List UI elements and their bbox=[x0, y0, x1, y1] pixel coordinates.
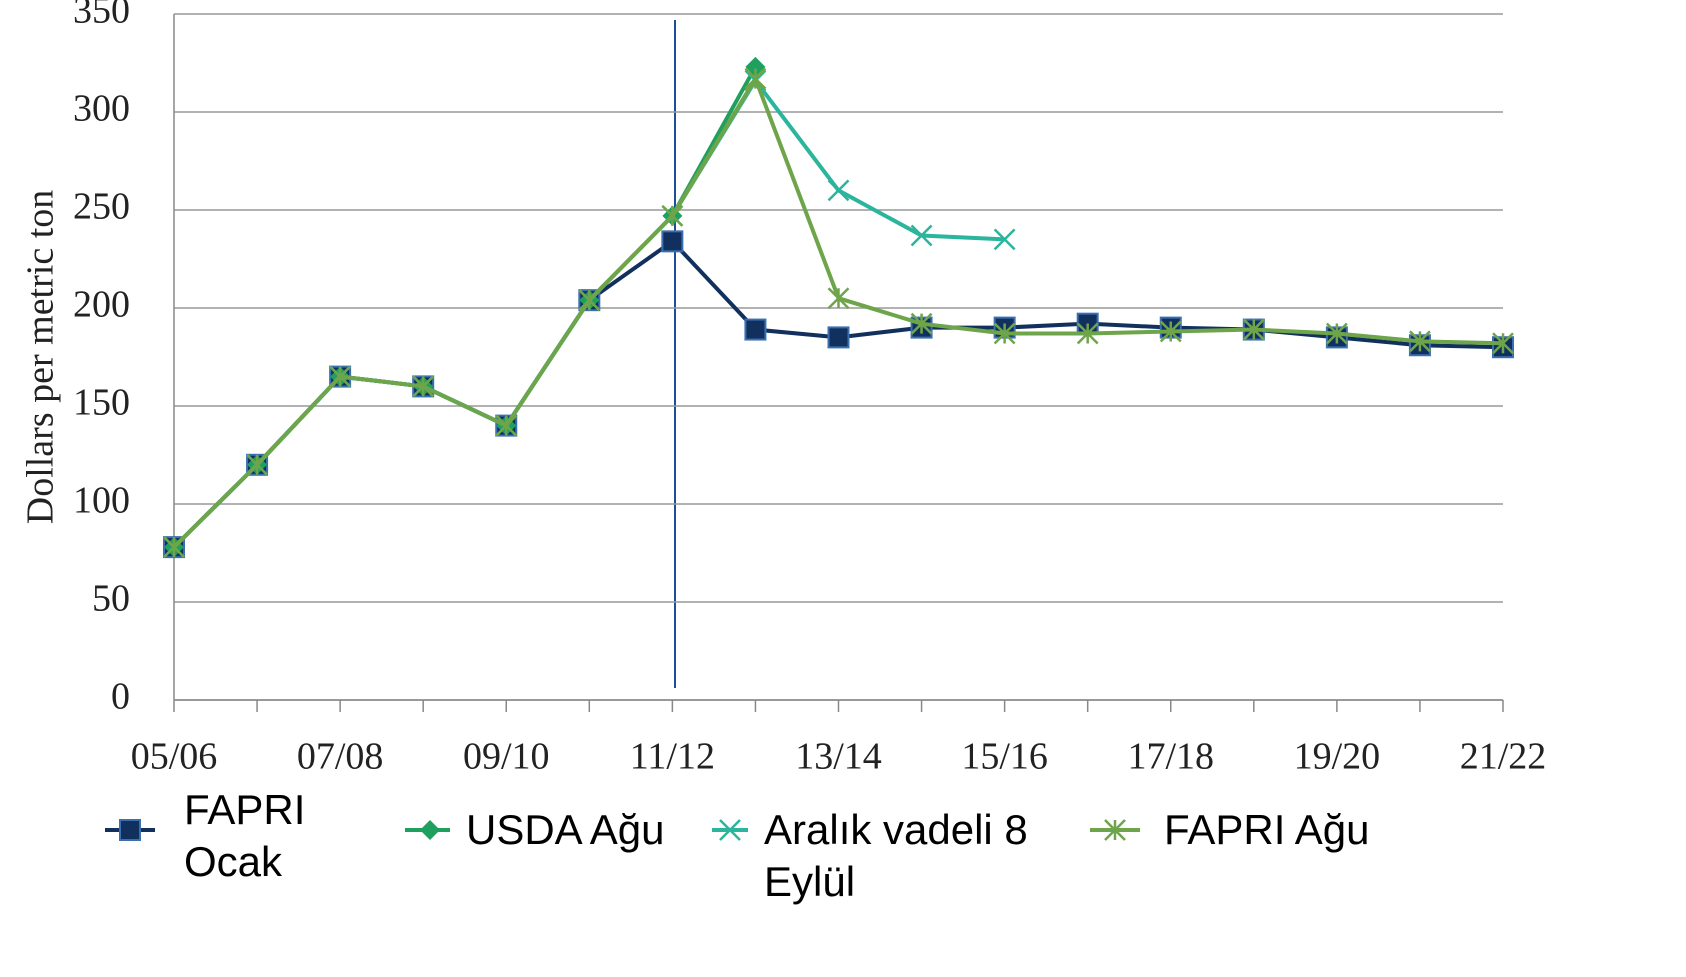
marker bbox=[661, 230, 684, 253]
y-axis-label: Dollars per metric ton bbox=[20, 190, 62, 525]
x-tick-label: 21/22 bbox=[1460, 736, 1547, 778]
marker bbox=[495, 414, 518, 437]
marker bbox=[246, 453, 268, 476]
marker bbox=[1409, 330, 1431, 353]
legend-label: FAPRI Ocak bbox=[168, 780, 400, 892]
y-tick-label: 150 bbox=[73, 382, 130, 424]
series-line bbox=[172, 77, 1005, 549]
marker bbox=[1325, 322, 1348, 345]
marker bbox=[910, 224, 933, 247]
y-tick-label: 100 bbox=[73, 480, 130, 522]
y-tick-label: 200 bbox=[73, 284, 130, 326]
x-tick-label: 09/10 bbox=[463, 736, 550, 778]
x-tick-label: 05/06 bbox=[131, 736, 218, 778]
marker bbox=[719, 819, 741, 841]
x-tick-label: 13/14 bbox=[795, 736, 882, 778]
y-tick-label: 300 bbox=[73, 88, 130, 130]
y-tick-label: 0 bbox=[111, 676, 130, 718]
legend-label: USDA Ağu bbox=[450, 800, 712, 860]
marker bbox=[910, 312, 933, 335]
marker bbox=[119, 819, 141, 841]
marker bbox=[578, 289, 601, 312]
marker bbox=[163, 536, 185, 559]
marker bbox=[1492, 332, 1514, 355]
marker bbox=[993, 228, 1016, 251]
marker bbox=[744, 318, 767, 341]
marker bbox=[827, 326, 850, 349]
marker bbox=[827, 179, 850, 202]
x-tick-label: 11/12 bbox=[630, 736, 715, 778]
x-tick-label: 19/20 bbox=[1294, 736, 1381, 778]
marker bbox=[329, 365, 352, 388]
marker bbox=[1242, 318, 1265, 341]
marker bbox=[827, 287, 850, 310]
legend-label: FAPRI Ağu bbox=[1148, 800, 1420, 860]
legend-label: Aralık vadeli 8 Eylül bbox=[748, 800, 1080, 912]
marker bbox=[993, 322, 1016, 345]
y-tick-label: 350 bbox=[73, 0, 130, 32]
y-tick-label: 50 bbox=[92, 578, 130, 620]
marker bbox=[412, 375, 435, 398]
x-tick-label: 15/16 bbox=[961, 736, 1048, 778]
x-tick-label: 17/18 bbox=[1127, 736, 1214, 778]
marker bbox=[1076, 322, 1099, 345]
series-line bbox=[172, 74, 1504, 549]
marker bbox=[744, 67, 767, 90]
marker bbox=[1159, 320, 1182, 343]
marker bbox=[1104, 819, 1126, 841]
y-tick-label: 250 bbox=[73, 186, 130, 228]
marker bbox=[661, 204, 684, 227]
marker bbox=[420, 820, 440, 840]
x-tick-label: 07/08 bbox=[297, 736, 384, 778]
series-line bbox=[172, 238, 1504, 549]
